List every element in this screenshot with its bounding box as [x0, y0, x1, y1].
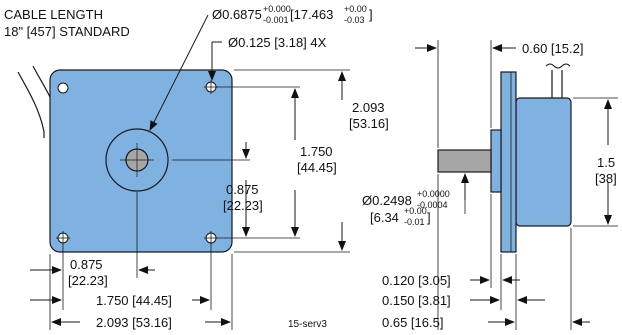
side-cable: [551, 70, 563, 100]
side-height-mm: [38]: [595, 171, 617, 186]
hole-diameter-label: Ø0.125 [3.18] 4X: [228, 35, 327, 50]
front-view: [17, 14, 350, 330]
height-total-mm: [53.16]: [349, 116, 389, 131]
center-v-in: 0.875: [226, 182, 259, 197]
center-v-mm: [22.23]: [223, 198, 263, 213]
shaft-diameter-close: ]: [427, 210, 431, 225]
pilot-diameter-mm: [17.463: [290, 7, 333, 22]
shaft-diameter-in: Ø0.2498: [362, 193, 412, 208]
shaft-tol-upper-in: +0.0000: [417, 189, 450, 199]
body-depth: 0.60 [15.2]: [522, 41, 583, 56]
cable: [17, 71, 45, 138]
center-h-in: 0.875: [70, 257, 103, 272]
side-flange: [500, 71, 517, 253]
labels: CABLE LENGTH 18" [457] STANDARD Ø0.6875 …: [4, 4, 617, 330]
pilot-tol-lower-in: -0.001: [263, 15, 289, 25]
hole-spacing-v-in: 1.750: [300, 144, 333, 159]
flange-thickness: 0.150 [3.81]: [382, 293, 451, 308]
side-shaft: [437, 149, 492, 173]
hole-spacing-v-mm: [44.45]: [297, 160, 337, 175]
shaft-length: 0.65 [16.5]: [382, 315, 443, 330]
shaft-tol-lower-in: -0.0004: [417, 200, 448, 210]
cable-length-standard: 18" [457] STANDARD: [4, 24, 130, 39]
side-body: [515, 97, 572, 227]
side-hub: [490, 129, 502, 193]
width-total: 2.093 [53.16]: [96, 315, 172, 330]
mount-hole-tl: [57, 82, 69, 94]
side-height-in: 1.5: [597, 155, 615, 170]
shaft-tol-upper-mm: +0.00: [404, 206, 427, 216]
reference-code: 15-serv3: [288, 319, 327, 330]
pilot-diameter-in: Ø0.6875: [212, 7, 262, 22]
center-h-mm: [22.23]: [68, 273, 108, 288]
shaft-diameter-mm: [6.34: [370, 210, 399, 225]
shaft-tol-lower-mm: -0.01: [404, 217, 425, 227]
height-total-in: 2.093: [352, 100, 385, 115]
pilot-diameter-close: ]: [369, 7, 373, 22]
pilot-tol-lower-mm: -0.03: [344, 15, 365, 25]
cable-length-label: CABLE LENGTH: [4, 7, 103, 22]
side-view: [415, 40, 618, 330]
pilot-tol-upper-mm: +0.00: [344, 4, 367, 14]
hub-thickness: 0.120 [3.05]: [382, 273, 451, 288]
hole-spacing-h: 1.750 [44.45]: [96, 293, 172, 308]
pilot-tol-upper-in: +0.000: [263, 4, 291, 14]
